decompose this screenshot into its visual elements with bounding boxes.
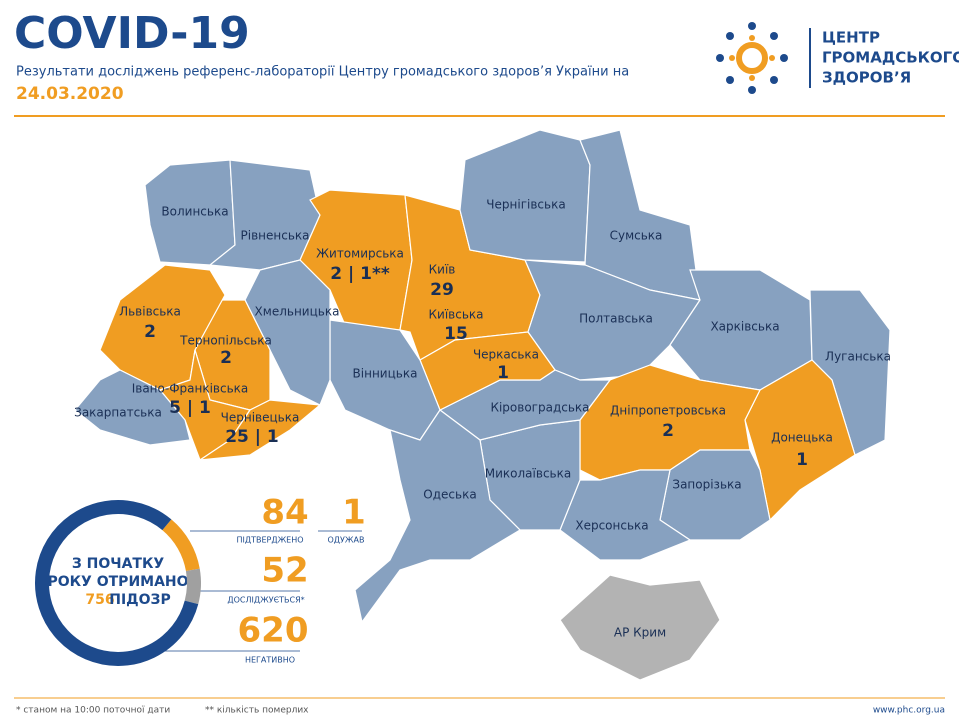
confirmed-value: 84 xyxy=(261,493,308,533)
negative-label: НЕГАТИВНО xyxy=(245,656,295,665)
logo-text: ЦЕНТР xyxy=(822,29,880,47)
region-value: 2 xyxy=(144,322,156,342)
region-name: АР Крим xyxy=(614,626,666,640)
region-value: 1 xyxy=(497,363,509,383)
region-name: Хмельницька xyxy=(255,305,340,319)
region-name: Київська xyxy=(429,308,484,322)
investigating-value: 52 xyxy=(261,551,308,591)
investigating-label: ДОСЛІДЖУЄТЬСЯ* xyxy=(227,596,304,605)
region-value: 2 xyxy=(220,348,232,368)
region-name: Івано-Франківська xyxy=(132,382,249,396)
region-shape xyxy=(744,359,856,522)
region-value: 29 xyxy=(430,280,454,300)
region-name: Рівненська xyxy=(241,229,310,243)
region-name: Львівська xyxy=(119,305,181,319)
region-name: Київ xyxy=(429,263,456,277)
region-shape xyxy=(419,331,556,411)
region-shape xyxy=(74,369,191,446)
region-value: 1 xyxy=(796,450,808,470)
donut-segment xyxy=(184,568,201,605)
recovered-label: ОДУЖАВ xyxy=(328,536,365,545)
logo-text: ГРОМАДСЬКОГО xyxy=(822,49,959,67)
region-name: Харківська xyxy=(710,320,779,334)
region-name: Тернопільська xyxy=(179,334,272,348)
footnote: * станом на 10:00 поточної дати xyxy=(16,706,170,716)
region-shape xyxy=(559,574,721,681)
region-name: Чернівецька xyxy=(221,411,300,425)
region-name: Чернігівська xyxy=(486,198,565,212)
recovered-value: 1 xyxy=(342,493,366,533)
region-name: Черкаська xyxy=(473,348,539,362)
center-text: З ПОЧАТКУ xyxy=(72,556,165,572)
region-name: Донецька xyxy=(771,431,833,445)
summary: 84 ПІДТВЕРДЖЕНО 1 ОДУЖАВ 52 ДОСЛІДЖУЄТЬС… xyxy=(35,493,366,666)
url: www.phc.org.ua xyxy=(873,706,945,716)
region-value: 15 xyxy=(444,324,468,344)
center-text: РОКУ ОТРИМАНО xyxy=(47,574,188,590)
region-name: Кіровоградська xyxy=(490,401,589,415)
region-shape xyxy=(354,409,521,624)
negative-value: 620 xyxy=(238,611,309,651)
footnote: ** кількість померлих xyxy=(205,706,309,716)
subtitle: Результати досліджень референс-лаборатор… xyxy=(16,65,629,80)
region-name: Волинська xyxy=(161,205,228,219)
logo-icon xyxy=(716,22,788,94)
region-name: Полтавська xyxy=(579,312,653,326)
donut-segment xyxy=(35,500,199,666)
total-label: ПІДОЗР xyxy=(109,592,171,608)
title: COVID-19 xyxy=(14,8,250,59)
region-name: Запорізька xyxy=(672,478,741,492)
region-value: 5 | 1 xyxy=(169,398,211,418)
logo-text: ЗДОРОВ’Я xyxy=(822,69,911,87)
region-value: 2 | 1** xyxy=(330,264,390,284)
region-name: Сумська xyxy=(610,229,663,243)
region-name: Одеська xyxy=(423,488,476,502)
region-name: Херсонська xyxy=(575,519,648,533)
region-shape xyxy=(559,469,692,561)
region-name: Закарпатська xyxy=(74,406,162,420)
region-value: 25 | 1 xyxy=(225,427,279,447)
region-name: Вінницька xyxy=(353,367,418,381)
region-name: Житомирська xyxy=(316,247,404,261)
total-value: 756 xyxy=(85,592,114,608)
map: Волинська Рівненська Житомирська 2 | 1** Киї… xyxy=(74,129,891,681)
confirmed-label: ПІДТВЕРДЖЕНО xyxy=(236,536,303,545)
region-name: Дніпропетровська xyxy=(610,404,726,418)
region-name: Миколаївська xyxy=(485,467,571,481)
region-shape xyxy=(199,399,322,461)
region-value: 2 xyxy=(662,421,674,441)
donut-segment xyxy=(162,519,200,572)
region-name: Луганська xyxy=(825,350,891,364)
date: 24.03.2020 xyxy=(16,84,124,104)
